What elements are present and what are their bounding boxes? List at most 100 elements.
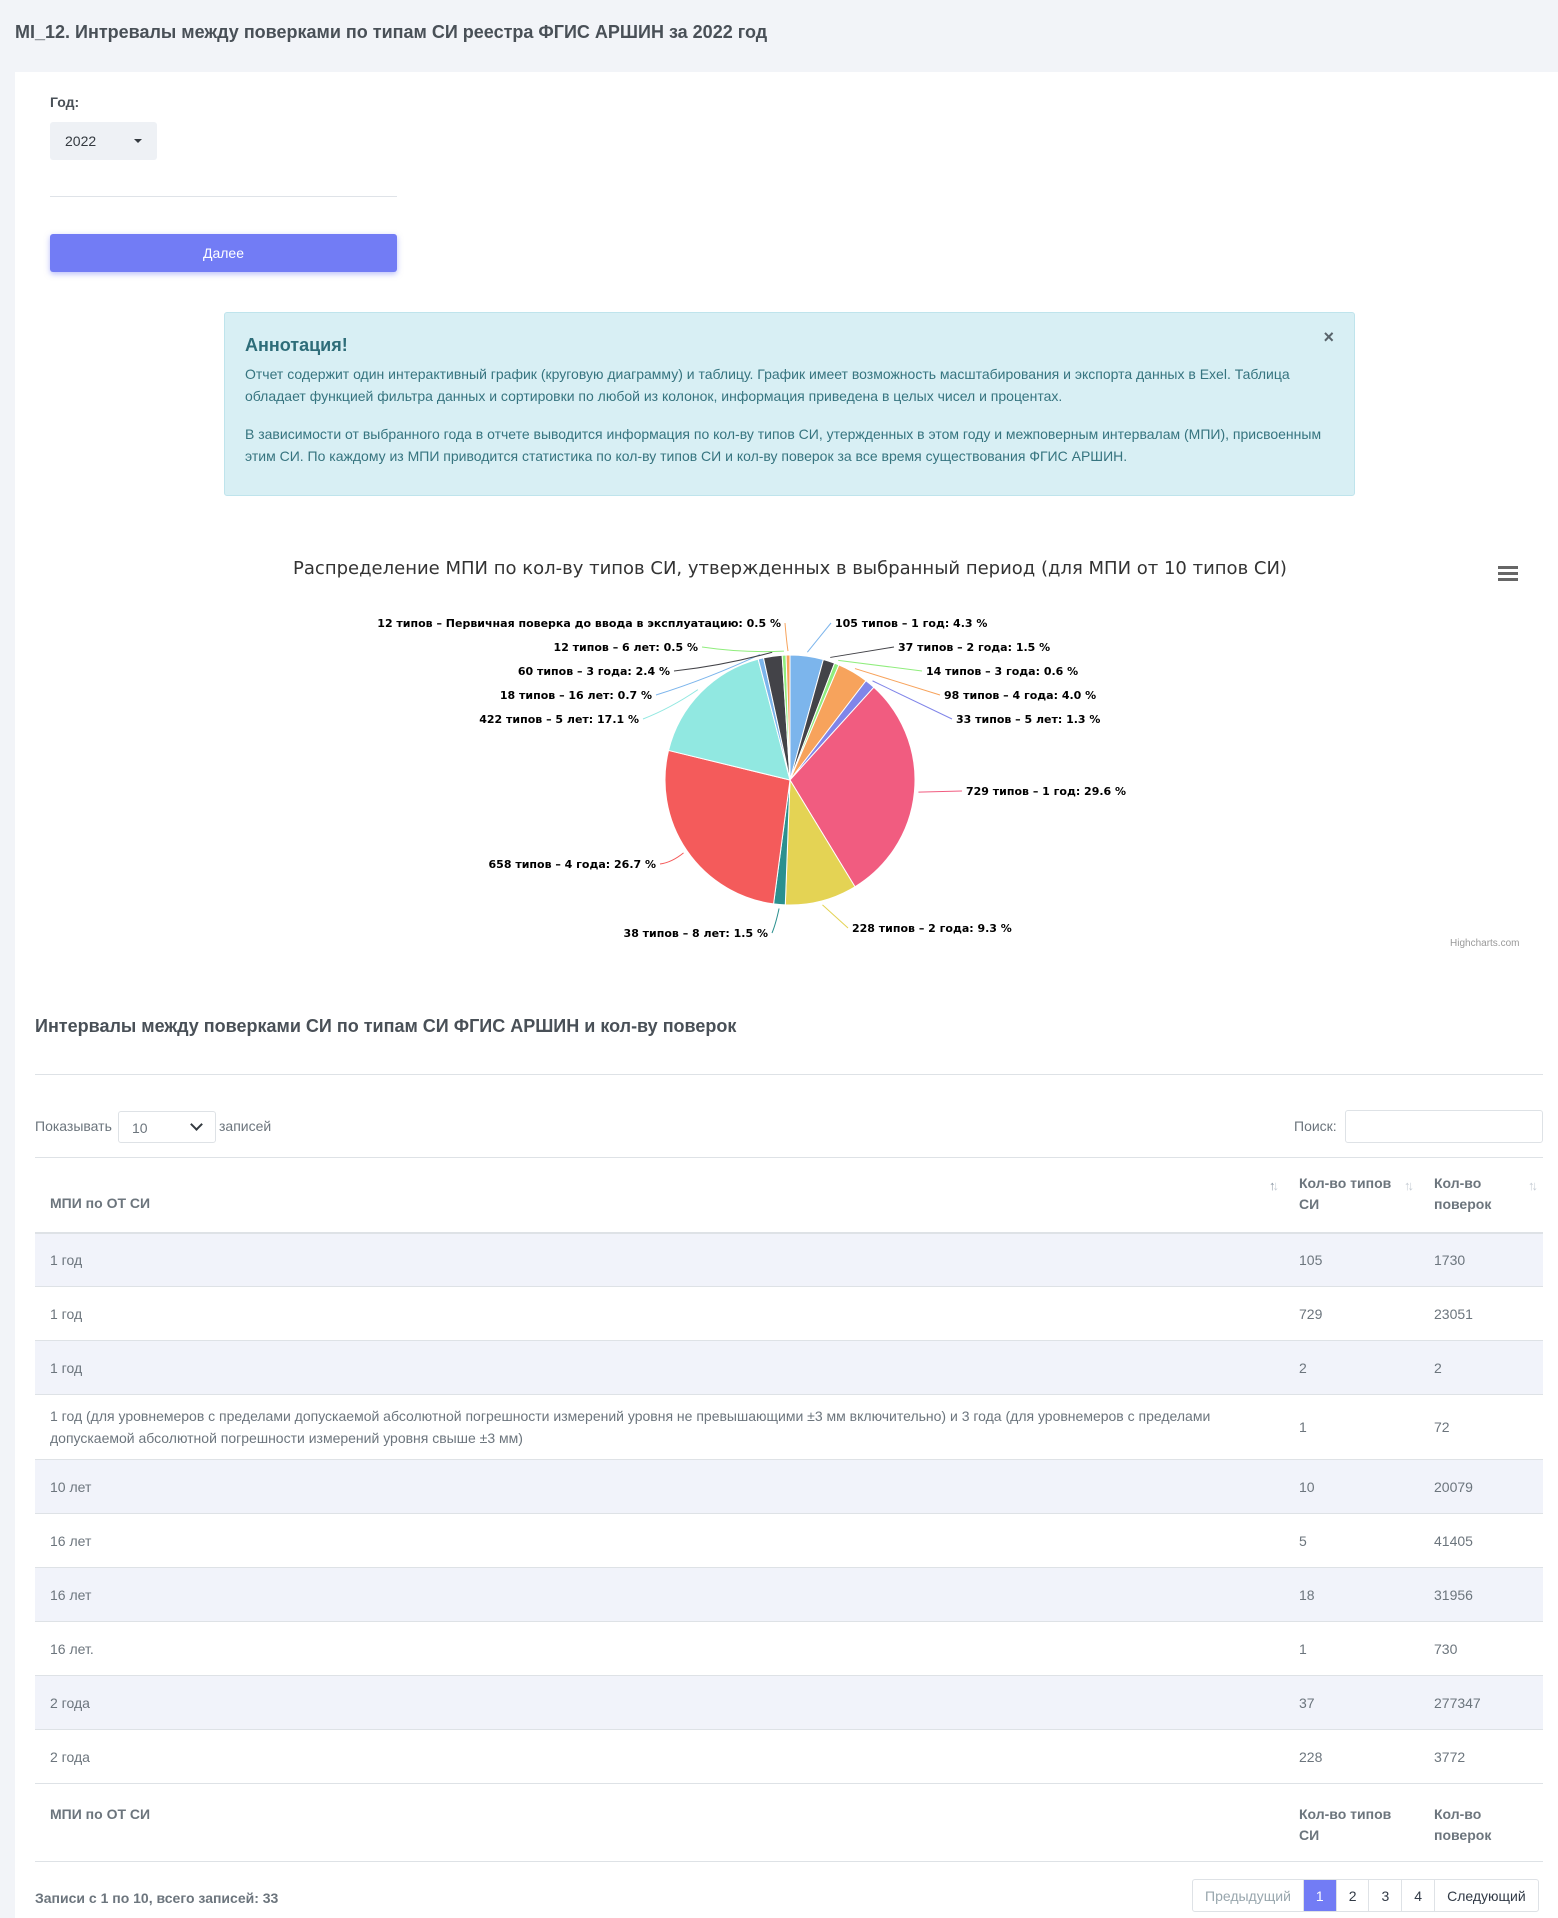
pie-slice[interactable] <box>667 658 791 781</box>
table-body: 1 год 105 1730 1 год 729 23051 1 год 2 2 1 год (д… <box>35 1232 1543 1784</box>
pie-connector <box>655 654 761 696</box>
table-row: 16 лет 18 31956 <box>35 1567 1543 1622</box>
cell-types-count: 18 <box>1284 1567 1419 1622</box>
cell-types-count: 1 <box>1284 1621 1419 1676</box>
length-suffix: записей <box>219 1118 272 1134</box>
page-length-value: 10 <box>132 1120 148 1136</box>
sort-icon: ↑↓ <box>1404 1178 1414 1193</box>
pagination: Предыдущий 1 2 3 4 Следующий <box>1192 1879 1539 1912</box>
cell-types-count: 729 <box>1284 1286 1419 1341</box>
cell-mpi: 1 год <box>35 1286 1284 1341</box>
pie-data-label: 105 типов – 1 год: 4.3 % <box>835 617 987 630</box>
close-icon[interactable]: × <box>1323 327 1334 347</box>
page-button-2[interactable]: 2 <box>1335 1880 1369 1911</box>
table-row: 1 год (для уровнемеров с пределами допус… <box>35 1394 1543 1460</box>
next-page-button[interactable]: Следующий <box>1434 1880 1538 1911</box>
cell-types-count: 105 <box>1284 1232 1419 1287</box>
pie-connector <box>838 659 923 672</box>
page-button-4[interactable]: 4 <box>1401 1880 1434 1911</box>
chart-title: Распределение МПИ по кол-ву типов СИ, ут… <box>293 558 1287 579</box>
pie-connector <box>701 646 784 653</box>
sort-asc-icon: ↑↓ <box>1269 1178 1279 1193</box>
column-header-types[interactable]: Кол-во типов СИ ↑↓ <box>1284 1157 1419 1234</box>
pie-data-label: 729 типов – 1 год: 29.6 % <box>966 785 1126 798</box>
pie-data-label: 60 типов – 3 года: 2.4 % <box>518 665 670 678</box>
pie-data-label: 37 типов – 2 года: 1.5 % <box>898 641 1050 654</box>
table-row: 2 года 37 277347 <box>35 1675 1543 1730</box>
cell-checks-count: 41405 <box>1419 1513 1543 1568</box>
page-length-select[interactable]: 10 <box>118 1111 216 1143</box>
column-header-checks[interactable]: Кол-во поверок ↑↓ <box>1419 1157 1543 1234</box>
annotation-text-1: Отчет содержит один интерактивный график… <box>245 366 1290 404</box>
prev-page-button[interactable]: Предыдущий <box>1205 1887 1291 1904</box>
divider <box>35 1074 1543 1075</box>
cell-types-count: 37 <box>1284 1675 1419 1730</box>
footer-types: Кол-во типов СИ <box>1284 1783 1419 1862</box>
column-header-mpi[interactable]: МПИ по ОТ СИ ↑↓ <box>35 1157 1284 1234</box>
search-input[interactable] <box>1345 1110 1543 1143</box>
pie-connector <box>659 852 684 865</box>
pie-data-label: 658 типов – 4 года: 26.7 % <box>489 858 656 871</box>
page-header: MI_12. Интревалы между поверками по типа… <box>0 0 1558 72</box>
data-table: МПИ по ОТ СИ ↑↓ Кол-во типов СИ ↑↓ Кол-во … <box>35 1157 1543 1862</box>
cell-mpi: 1 год <box>35 1232 1284 1287</box>
year-select[interactable]: 2022 <box>50 122 157 160</box>
pie-slice[interactable] <box>664 749 791 905</box>
cell-types-count: 228 <box>1284 1729 1419 1784</box>
pie-connector <box>806 622 832 653</box>
chart-credits[interactable]: Highcharts.com <box>1450 938 1520 949</box>
cell-checks-count: 23051 <box>1419 1286 1543 1341</box>
header-label: МПИ по ОТ СИ <box>50 1194 151 1211</box>
pie-connector <box>642 689 699 720</box>
cell-mpi: 16 лет <box>35 1567 1284 1622</box>
hamburger-menu-icon[interactable] <box>1498 566 1518 582</box>
pie-data-label: 228 типов – 2 года: 9.3 % <box>852 922 1012 935</box>
pie-data-label: 18 типов – 16 лет: 0.7 % <box>500 689 652 702</box>
pie-chart-svg: 105 типов – 1 год: 4.3 % 37 типов – 2 год… <box>377 617 1126 940</box>
pie-data-label: 422 типов – 5 лет: 17.1 % <box>479 713 639 726</box>
cell-types-count: 1 <box>1284 1394 1419 1460</box>
page-button-1[interactable]: 1 <box>1302 1880 1336 1911</box>
pie-data-label: 38 типов – 8 лет: 1.5 % <box>624 927 768 940</box>
annotation-alert: Аннотация! × Отчет содержит один интерак… <box>224 312 1355 496</box>
pie-slice[interactable] <box>785 654 791 781</box>
sort-icon: ↑↓ <box>1528 1178 1538 1193</box>
table-row: 1 год 105 1730 <box>35 1232 1543 1287</box>
page-button-3[interactable]: 3 <box>1368 1880 1401 1911</box>
pie-connector <box>854 668 941 696</box>
cell-mpi: 1 год (для уровнемеров с пределами допус… <box>35 1394 1284 1460</box>
chevron-down-icon <box>190 1118 203 1131</box>
cell-checks-count: 1730 <box>1419 1232 1543 1287</box>
pie-connector <box>784 622 789 652</box>
table-title: Интервалы между поверками СИ по типам СИ… <box>35 1016 737 1036</box>
cell-checks-count: 730 <box>1419 1621 1543 1676</box>
pie-slice[interactable] <box>789 686 916 888</box>
cell-checks-count: 2 <box>1419 1340 1543 1395</box>
next-button[interactable]: Далее <box>50 234 397 272</box>
page-title: MI_12. Интревалы между поверками по типа… <box>15 22 768 42</box>
length-prefix: Показывать <box>35 1118 112 1134</box>
header-label: Кол-во типов СИ <box>1299 1175 1392 1212</box>
table-row: 16 лет 5 41405 <box>35 1513 1543 1568</box>
annotation-title: Аннотация! <box>245 335 348 355</box>
annotation-text-2: В зависимости от выбранного года в отчет… <box>245 426 1322 464</box>
table-row: 2 года 228 3772 <box>35 1729 1543 1784</box>
pie-chart: 105 типов – 1 год: 4.3 % 37 типов – 2 год… <box>0 548 1558 960</box>
cell-checks-count: 31956 <box>1419 1567 1543 1622</box>
cell-types-count: 10 <box>1284 1459 1419 1514</box>
table-row: 1 год 729 23051 <box>35 1286 1543 1341</box>
cell-types-count: 5 <box>1284 1513 1419 1568</box>
pie-connector <box>673 651 773 672</box>
header-label: Кол-во поверок <box>1434 1175 1492 1212</box>
cell-mpi: 10 лет <box>35 1459 1284 1514</box>
pie-data-label: 12 типов – Первичная поверка до ввода в … <box>377 617 781 630</box>
year-label: Год: <box>50 94 80 110</box>
pie-connector <box>872 680 953 720</box>
cell-checks-count: 3772 <box>1419 1729 1543 1784</box>
divider <box>50 196 397 197</box>
cell-types-count: 2 <box>1284 1340 1419 1395</box>
pie-data-label: 14 типов – 3 года: 0.6 % <box>926 665 1078 678</box>
pie-connector <box>918 790 963 793</box>
cell-checks-count: 20079 <box>1419 1459 1543 1514</box>
cell-mpi: 2 года <box>35 1729 1284 1784</box>
